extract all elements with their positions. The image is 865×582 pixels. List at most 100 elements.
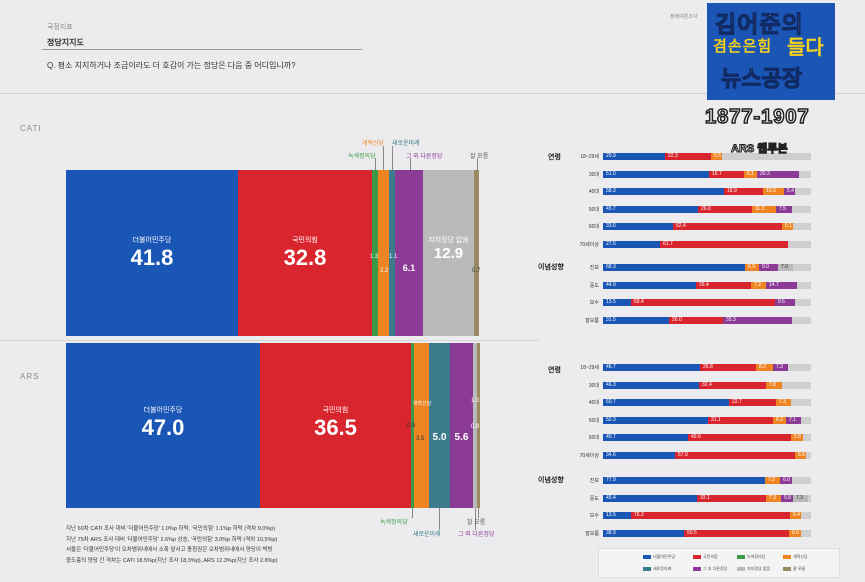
cati-age-row-segment-p — [673, 223, 782, 230]
cati-democratic-name: 더불어민주당 — [132, 237, 172, 244]
ars-ideology-row-segment-rest — [801, 529, 811, 537]
cati-progressive-value: 6.1 — [402, 263, 416, 273]
ars-ideology-row-segment-rest — [792, 477, 811, 484]
cati-age-row-category-label: 70세이상 — [579, 241, 599, 248]
ars-unknown-tick — [478, 508, 479, 518]
legend-label: 잘 모름 — [793, 566, 806, 571]
cati-age-row-segment-x — [711, 153, 722, 160]
cati-age-row-segment-p — [698, 205, 752, 213]
ars-age-row-segment-rest — [801, 416, 811, 424]
cati-age-row-segment-value: 27.5 — [606, 240, 616, 247]
cati-newfuture-tick — [392, 146, 393, 170]
cati-age-row-segment-value: 5.4 — [787, 188, 794, 194]
ars-age-row-category-label: 50대 — [588, 417, 599, 424]
ars-age-row-segment-value: 60.7 — [606, 399, 616, 405]
ars-age-row-segment-p — [688, 434, 791, 441]
ars-age-row-segment-value: 7.1 — [789, 416, 796, 423]
cati-callout-green: 녹색정의당 — [348, 154, 376, 160]
cati-age-row-segment-value: 51.0 — [606, 170, 616, 177]
ars-age-row-segment-d — [603, 416, 708, 424]
cati-age-row-segment-value: 11.3 — [755, 205, 765, 212]
ars-age-label: 연령 — [548, 367, 561, 374]
ars-ideology-row-category-label: 잘모름 — [585, 530, 599, 537]
ars-age-row-segment-y — [773, 364, 788, 371]
legend-label: 지지정당 없음 — [747, 566, 771, 571]
ars-ideology-row-category-label: 중도 — [589, 495, 599, 502]
cati-bar-progressive — [395, 170, 423, 336]
ars-progressive-value: 5.6 — [454, 432, 469, 443]
legend-item-unknown: 잘 모름 — [783, 566, 805, 572]
cati-ideology-row-segment-x — [751, 281, 766, 289]
ars-democratic-value: 47.0 — [141, 415, 185, 440]
ars-ideology-row-category-label: 보수 — [589, 513, 599, 519]
ars-age-row-category-label: 18~29세 — [580, 365, 599, 371]
ars-bar-unknown — [477, 343, 480, 508]
cati-age-row-segment-rest — [788, 240, 811, 248]
cati-ideology-row-segment-value: 31.5 — [606, 316, 616, 323]
cati-ideology-row-segment-value: 13.5 — [606, 299, 616, 305]
cati-ideology-row-segment-d — [603, 281, 696, 289]
cati-age-row-segment-value: 22.3 — [668, 153, 678, 159]
cati-ideology-row-segment-rest — [797, 281, 811, 289]
ars-ppp-value: 36.5 — [314, 415, 357, 440]
ars-ideology-row-segment-value: 13.5 — [606, 512, 616, 518]
logo-line2b: 들다 — [787, 37, 824, 59]
ars-age-row-category-label: 30대 — [588, 382, 599, 389]
cati-age-row-category-label: 18~29세 — [580, 154, 599, 160]
logo-line3: 뉴스공장 — [721, 66, 803, 92]
cati-green-tick — [375, 158, 376, 170]
ars-bar-progressive — [450, 343, 473, 508]
cati-age-row-segment-value: 5.1 — [785, 223, 792, 229]
legend: 더불어민주당 국민의힘 녹색정의당 개혁신당 새로운미래 그 외 다른정당 지지… — [598, 548, 840, 578]
ars-ppp-name: 국민의힘 — [322, 407, 349, 414]
ars-democratic-name: 더불어민주당 — [143, 407, 183, 414]
ars-ideology-row-segment-x — [765, 477, 780, 484]
ars-age-row-segment-x — [791, 434, 803, 441]
ars-callout-other: 그 외 다른정당 — [458, 532, 495, 538]
ars-ideology-row-segment-d — [603, 477, 765, 484]
channel-logo: 김어준의 겸손은힘 들다 뉴스공장 — [707, 3, 835, 100]
cati-bar-unknown — [474, 170, 479, 336]
ars-bar-newfuture — [429, 343, 450, 508]
cati-ideology-row-segment-p — [696, 281, 751, 289]
ars-age-row-segment-value: 7.3 — [776, 364, 783, 370]
logo-line2a: 겸손은힘 — [713, 38, 773, 55]
ars-tag: ARS 웹투본 — [731, 143, 789, 156]
ars-ideology-row-segment-x — [766, 494, 781, 502]
ars-age-row-segment-rest — [782, 381, 811, 389]
cati-ideology-label: 이념성향 — [538, 264, 564, 271]
cati-ideology-row-category-label: 보수 — [589, 300, 599, 306]
ars-ideology-row-segment-value: 45.4 — [606, 494, 616, 501]
ars-callout-green: 녹색정의당 — [380, 520, 408, 526]
legend-label: 국민의힘 — [703, 554, 718, 559]
ars-ideology-row-segment-value: 38.9 — [606, 529, 616, 536]
ars-age-row-segment-p — [729, 399, 776, 406]
section-divider — [0, 93, 865, 94]
cati-age-row-segment-x — [744, 170, 757, 178]
cati-ideology-row-segment-p — [631, 299, 775, 306]
ars-ideology-row-segment-rest — [808, 494, 811, 502]
ars-ideology-row-segment-value: 50.5 — [687, 529, 697, 536]
ars-ideology-row-segment-d — [603, 512, 631, 519]
cati-ideology-row-segment-value: 26.4 — [699, 281, 709, 288]
legend-label: 그 외 다른정당 — [703, 566, 728, 571]
cati-age-row-segment-rest — [792, 205, 811, 213]
cati-age-row-segment-p — [724, 188, 763, 195]
ars-ideology-row-segment-value: 76.3 — [634, 512, 644, 518]
ars-ideology-row-category-label: 진보 — [589, 478, 599, 484]
cati-age-row-segment-value: 61.7 — [663, 240, 673, 247]
cati-unknown-tick — [477, 158, 478, 170]
cati-other-tick — [410, 158, 411, 170]
cati-callout-other: 그 외 다른정당 — [406, 154, 443, 160]
ars-age-row-category-label: 70세이상 — [579, 452, 599, 459]
ars-ideology-row-segment-d — [603, 494, 697, 502]
survey-question: Q. 평소 지지하거나 조금이라도 더 호감이 가는 정당은 다음 중 어디입니… — [47, 61, 296, 70]
cati-ideology-row-category-label: 진보 — [589, 265, 599, 271]
ars-ideology-row-segment-value: 7.3 — [796, 494, 803, 501]
ars-age-row-segment-x — [795, 451, 806, 459]
ars-age-row-segment-p — [700, 364, 756, 371]
cati-age-row-segment-value: 29.9 — [606, 153, 616, 159]
cati-age-row-segment-rest — [795, 188, 811, 195]
cati-bar-green — [372, 170, 378, 336]
ars-age-row-segment-p — [675, 451, 795, 459]
